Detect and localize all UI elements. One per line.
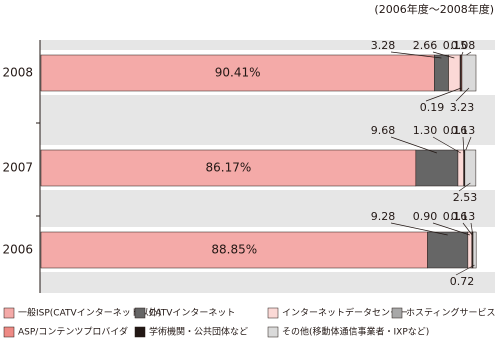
data-label: 0.19 (420, 101, 445, 114)
data-label: 0.13 (451, 210, 476, 223)
legend-label: CATVインターネット (149, 308, 235, 319)
leader-line (462, 222, 473, 236)
data-label: 0.15 (443, 39, 468, 52)
bar-segment (448, 54, 461, 92)
data-label: 1.30 (413, 124, 438, 137)
data-label: 3.28 (371, 39, 396, 52)
leader-line (462, 136, 465, 154)
legend-swatch (3, 307, 15, 319)
leader-line (455, 87, 470, 102)
leader-line (458, 182, 471, 192)
data-label: 0.08 (451, 39, 476, 52)
data-label: 0.72 (450, 275, 475, 288)
y-tick-label: 2006 (2, 243, 33, 257)
data-label: 0.16 (443, 124, 468, 137)
leader-line (455, 264, 475, 276)
legend-label: その他(移動体通信事業者・IXPなど) (282, 326, 429, 338)
legend-swatch (267, 326, 279, 338)
data-label: 90.41% (215, 66, 261, 80)
data-label: 86.17% (206, 161, 252, 175)
bar-segment (40, 149, 417, 187)
bar-segment (434, 54, 449, 92)
bar-segment (464, 149, 477, 187)
leader-line (390, 136, 438, 154)
data-label: 9.68 (371, 124, 396, 137)
legend-label: 一般ISP(CATVインターネット以外) (18, 307, 161, 319)
data-label: 9.28 (371, 210, 396, 223)
leader-line (425, 87, 462, 102)
chart-subtitle: (2006年度～2008年度) (374, 2, 494, 16)
bar-segment (415, 149, 459, 187)
legend-label: ASP/コンテンツプロバイダ (18, 326, 128, 338)
bar-segment (40, 54, 435, 92)
y-tick-label: 2007 (2, 161, 33, 175)
data-label: 0.16 (443, 210, 468, 223)
data-label: 3.23 (450, 101, 475, 114)
legend-swatch (391, 307, 403, 319)
leader-line (432, 51, 455, 59)
legend-swatch (134, 326, 146, 338)
bar-segment (461, 54, 477, 92)
leader-line (470, 222, 474, 236)
y-tick-label: 2008 (2, 66, 33, 80)
bar-segment (427, 231, 469, 269)
bar-segment (457, 149, 464, 187)
leader-line (390, 51, 442, 59)
data-label: 2.53 (453, 191, 478, 204)
data-label: 0.13 (451, 124, 476, 137)
legend-swatch (3, 326, 15, 338)
leader-line (432, 222, 470, 236)
bar-segment (467, 231, 473, 269)
legend-swatch (267, 307, 279, 319)
bar-segment (472, 231, 477, 269)
legend-label: 学術機関・公共団体など (149, 326, 248, 338)
data-label: 0.90 (413, 210, 438, 223)
bar-segment (40, 231, 428, 269)
data-label: 88.85% (211, 243, 257, 257)
legend-label: インターネットデータセンター (282, 307, 408, 319)
leader-line (390, 222, 448, 236)
leader-line (432, 136, 461, 154)
data-label: 2.66 (413, 39, 438, 52)
legend-swatch (134, 307, 146, 319)
legend-label: ホスティングサービス (406, 307, 495, 319)
